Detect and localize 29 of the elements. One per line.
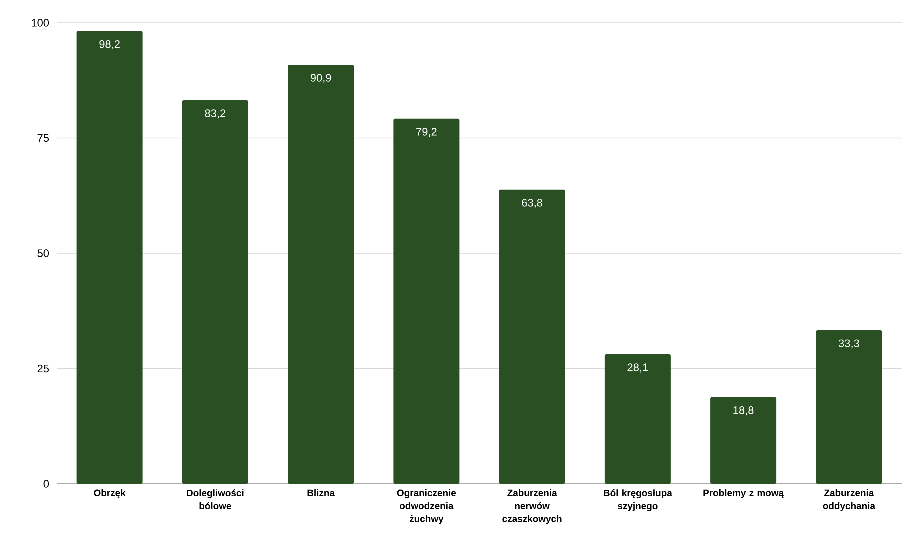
bar (710, 397, 777, 484)
y-tick-label: 0 (44, 480, 50, 488)
x-tick-label: Zaburzenia nerwów czaszkowych (502, 490, 562, 524)
bar (182, 100, 248, 484)
data-label: 98,2 (100, 40, 120, 50)
data-label: 18,8 (734, 406, 754, 416)
x-tick-label: Zaburzenia oddychania (823, 490, 876, 512)
y-tick-label: 50 (38, 250, 50, 258)
y-tick-label: 100 (32, 19, 50, 27)
data-label: 33,3 (838, 340, 860, 349)
bar (499, 190, 566, 484)
bar (76, 31, 143, 484)
bar (604, 354, 671, 484)
data-label: 63,8 (522, 199, 542, 208)
x-tick-label: Blizna (308, 490, 336, 496)
data-label: 90,9 (310, 74, 332, 84)
data-label: 28,1 (628, 364, 648, 373)
x-tick-label: Problemy z mową (704, 490, 784, 498)
x-tick-label: Obrzęk (94, 490, 126, 498)
bar (288, 64, 354, 484)
data-label: 83,2 (205, 110, 226, 119)
x-tick-label: Ograniczenie odwodzenia żuchwy (397, 490, 456, 524)
y-tick-label: 25 (38, 364, 50, 373)
bar (816, 330, 882, 484)
bar (394, 118, 460, 484)
data-label: 79,2 (416, 128, 437, 138)
y-tick-label: 75 (38, 134, 50, 142)
x-tick-label: Dolegliwości bólowe (187, 490, 244, 510)
x-tick-label: Ból kręgosłupa szyjnego (604, 490, 672, 512)
